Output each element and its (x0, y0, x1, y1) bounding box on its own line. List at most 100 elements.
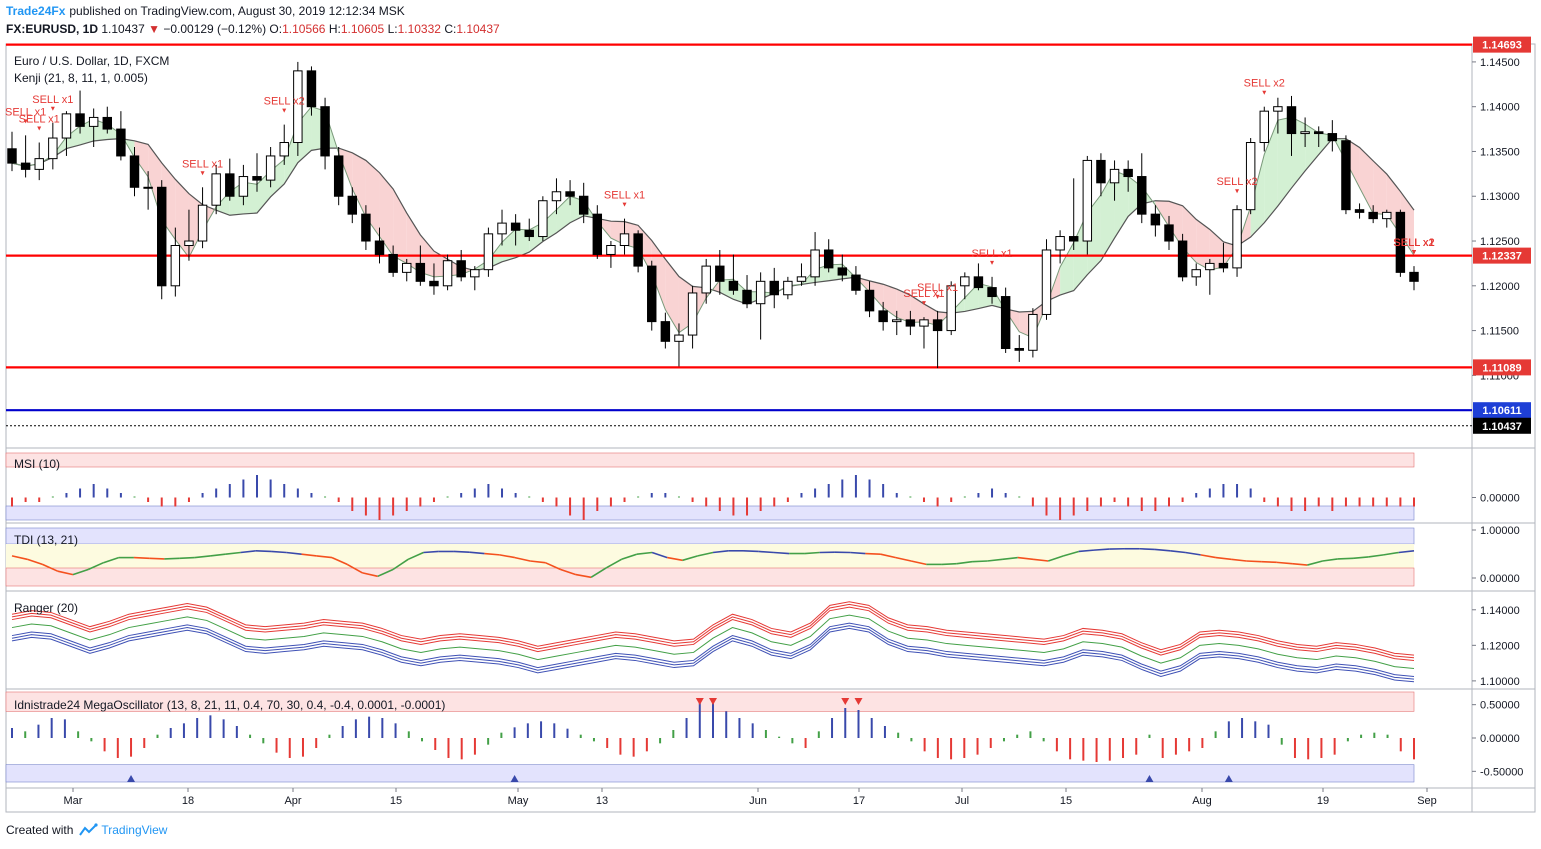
candle-body (1191, 269, 1201, 278)
candle-body (470, 269, 480, 278)
sell-signal-label: SELL x1 (5, 106, 46, 118)
msi-tick-label: 0.00000 (1480, 493, 1520, 505)
candle-body (674, 334, 684, 342)
tdi-line-segment (1292, 562, 1308, 566)
level-price-label: 1.14693 (1482, 40, 1522, 52)
mega-buy-marker-icon (1224, 775, 1233, 782)
kenji-cloud-segment (964, 283, 979, 312)
sell-arrow-icon (921, 301, 926, 306)
candle-body (565, 191, 575, 197)
tdi-line-segment (941, 562, 957, 566)
tdi-line-segment (26, 558, 43, 566)
msi-lower-zone (5, 505, 1415, 521)
candle-body (293, 70, 303, 144)
candle-body (34, 158, 44, 170)
tdi-line-segment (895, 556, 912, 562)
candle-body (1055, 236, 1065, 251)
tdi-line-segment (301, 553, 317, 557)
candle-body (211, 173, 221, 206)
candle-body (320, 106, 330, 157)
tdi-line-segment (1276, 561, 1293, 565)
kenji-fast-line (11, 106, 1415, 339)
kenji-cloud-segment (216, 191, 230, 216)
time-tick-label: 13 (596, 795, 608, 807)
sell-signal-label: SELL x2 (1393, 237, 1434, 249)
kenji-cloud-segment (1264, 120, 1278, 223)
created-with-text: Created with (6, 823, 74, 837)
author-name[interactable]: Trade24Fx (6, 4, 66, 18)
candle-body (1177, 240, 1188, 278)
candle-body (265, 155, 276, 181)
kenji-cloud-segment (352, 152, 366, 218)
tdi-line-segment (1200, 554, 1217, 559)
tdi-line-segment (1154, 548, 1171, 552)
mega-sell-marker-icon (841, 698, 850, 705)
candle-body (7, 148, 17, 164)
candle-body (524, 229, 534, 238)
candle-body (1041, 249, 1052, 315)
sell-signal-label: SELL x1 (917, 282, 958, 294)
kenji-cloud-segment (1277, 117, 1292, 206)
candle-body (946, 285, 956, 332)
footer: Created with TradingView (6, 823, 167, 837)
tdi-line-segment (194, 555, 211, 559)
candle-body (1150, 213, 1161, 226)
candle-body (1109, 168, 1120, 184)
ranger-band-line (11, 603, 1415, 659)
candle-body (1259, 110, 1269, 144)
mega-sell-marker-icon (695, 698, 704, 705)
tradingview-logo-icon[interactable] (77, 823, 99, 837)
ranger-band-line (11, 622, 1415, 677)
tdi-line-segment (149, 557, 165, 560)
candle-body (1137, 176, 1147, 215)
kenji-cloud-segment (1373, 160, 1387, 215)
tdi-line-segment (423, 550, 439, 554)
candle-body (306, 70, 317, 108)
kenji-slow-line (11, 137, 1415, 314)
tdi-line-segment (346, 563, 363, 574)
candle-body (88, 116, 99, 127)
kenji-cloud-segment (406, 213, 421, 273)
kenji-cloud-segment (665, 259, 679, 333)
kenji-cloud-segment (1291, 117, 1306, 189)
kenji-cloud-segment (651, 240, 666, 310)
candle-body (1068, 236, 1079, 242)
candle-body (1354, 209, 1365, 213)
tdi-line-segment (240, 550, 256, 554)
price-tick-label: 1.11500 (1480, 326, 1519, 338)
candle-body (1014, 347, 1024, 351)
ranger-band-line (11, 606, 1415, 661)
tdi-line-segment (1078, 549, 1095, 553)
tdi-line-segment (667, 556, 683, 562)
price-tick-label: 1.14500 (1480, 57, 1520, 69)
time-tick-label: 15 (1060, 795, 1072, 807)
tdi-line-segment (103, 556, 119, 564)
candle-body (728, 280, 739, 291)
sell-signal-label: SELL x2 (1216, 176, 1257, 188)
candle-body (578, 195, 589, 215)
open-value: 1.10566 (282, 22, 326, 36)
tdi-line-segment (210, 553, 226, 557)
sell-signal-label: SELL x1 (1393, 237, 1434, 249)
tdi-line-segment (1185, 551, 1201, 556)
candle-body (20, 162, 31, 170)
tdi-line-segment (1352, 556, 1369, 560)
sell-signal-label: SELL x1 (903, 288, 944, 300)
candle-body (1028, 313, 1038, 351)
kenji-cloud-segment (1359, 147, 1374, 214)
tdi-line-segment (72, 568, 89, 576)
candle-body (551, 191, 562, 202)
candle-body (415, 262, 426, 282)
kenji-cloud-segment (1155, 200, 1169, 227)
candle-body (48, 137, 58, 160)
tdi-line-segment (910, 560, 927, 566)
candle-body (170, 245, 181, 287)
price-tick-label: 1.12500 (1480, 236, 1520, 248)
tradingview-link[interactable]: TradingView (101, 823, 168, 837)
kenji-cloud-segment (869, 280, 884, 308)
candle-body (374, 240, 385, 255)
tdi-line-segment (469, 551, 485, 555)
kenji-cloud-segment (1168, 201, 1183, 248)
candle-body (796, 276, 807, 282)
